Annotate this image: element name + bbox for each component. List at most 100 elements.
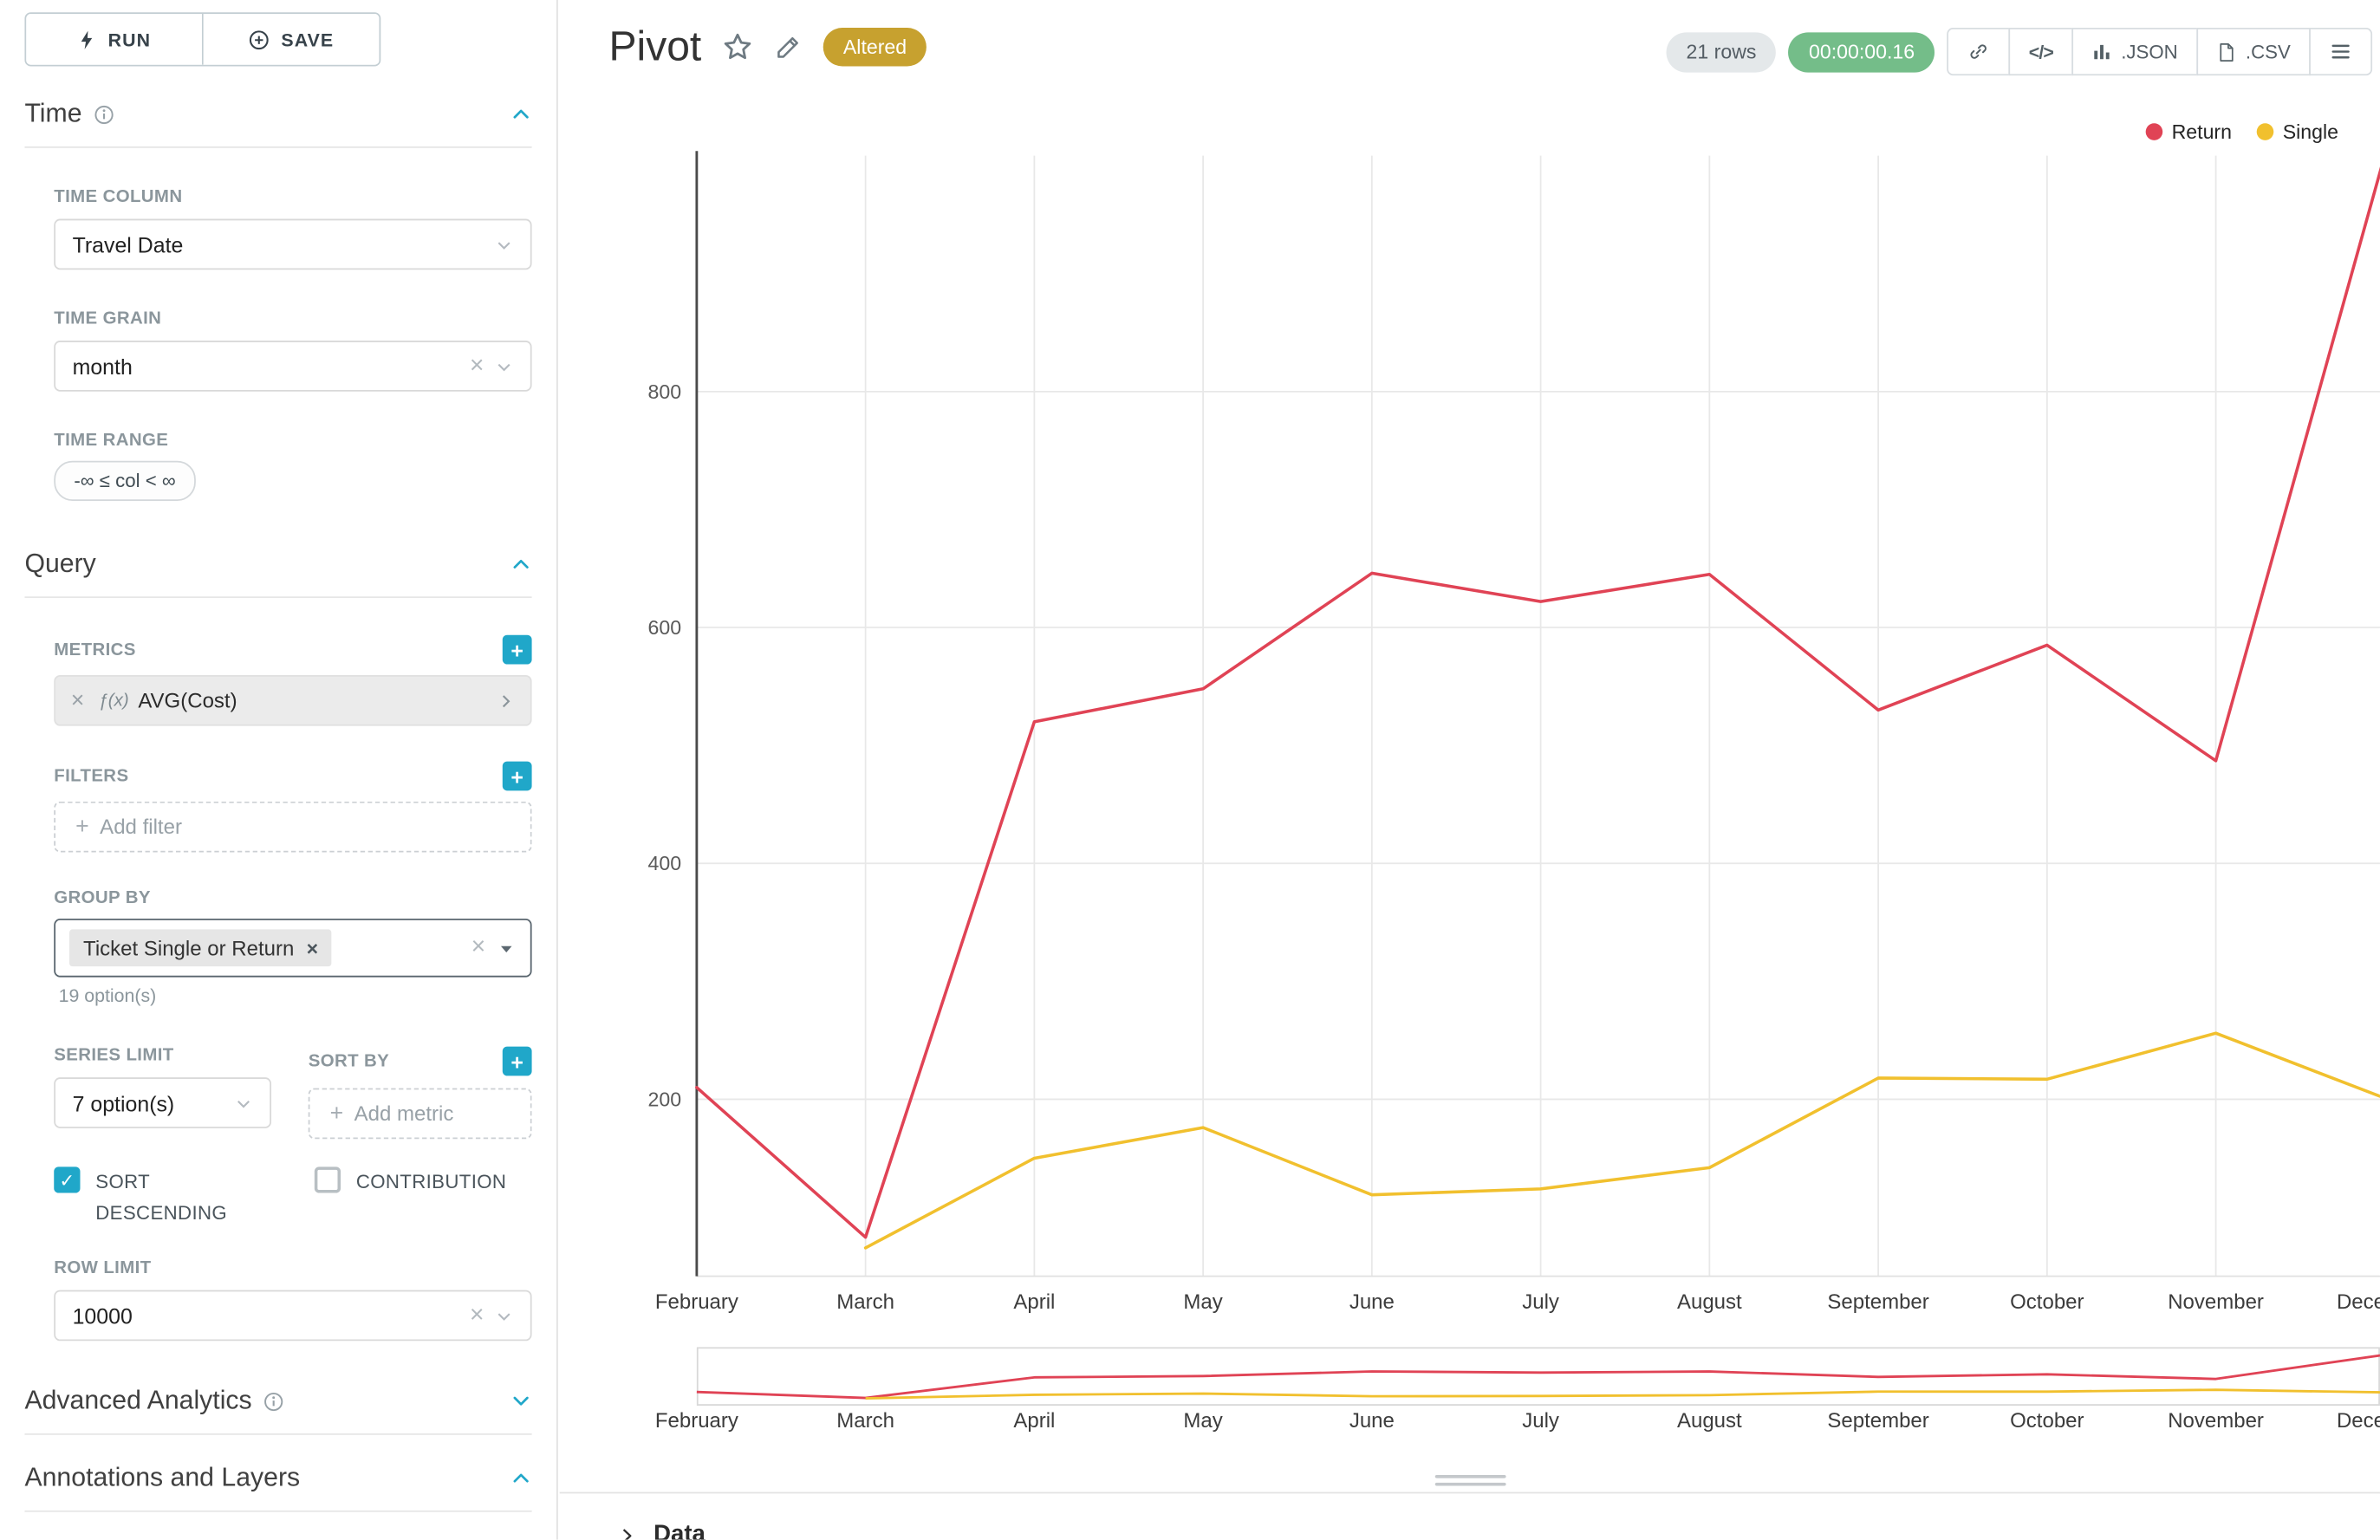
sort-descending-label: SORT DESCENDING	[95, 1171, 228, 1225]
sort-by-label-row: SORT BY +	[309, 1046, 532, 1076]
chevron-up-icon[interactable]	[510, 103, 532, 125]
data-panel-toggle[interactable]: Data	[616, 1521, 2380, 1540]
plus-icon: +	[75, 814, 89, 841]
contribution-checkbox[interactable]: ✓	[314, 1166, 341, 1193]
sort-descending-checkbox[interactable]: ✓	[54, 1166, 81, 1193]
query-section-header[interactable]: Query	[24, 549, 532, 599]
time-grain-select[interactable]: month ×	[54, 341, 532, 392]
label-text: GROUP BY	[54, 889, 151, 908]
mini-chart-brush[interactable]: February March April May June July August Septe…	[560, 1347, 2380, 1436]
legend-label: Single	[2282, 120, 2338, 144]
series-limit-select[interactable]: 7 option(s)	[54, 1077, 272, 1128]
group-by-label: GROUP BY	[54, 889, 531, 907]
svg-text:February: February	[655, 1290, 738, 1314]
chip-label: Ticket Single or Return	[83, 936, 295, 960]
label-text: ROW LIMIT	[54, 1259, 152, 1278]
select-value: 7 option(s)	[72, 1090, 175, 1115]
svg-text:July: July	[1522, 1290, 1559, 1314]
plus-icon: +	[510, 637, 523, 662]
annotations-title: Annotations and Layers	[24, 1462, 301, 1492]
info-icon[interactable]	[264, 1391, 284, 1411]
query-section-title: Query	[24, 549, 96, 578]
clear-icon[interactable]: ×	[469, 1301, 484, 1329]
svg-text:400: 400	[648, 852, 682, 874]
add-sort-metric-button[interactable]: +	[502, 1046, 532, 1076]
time-column-select[interactable]: Travel Date	[54, 218, 532, 270]
row-limit-select[interactable]: 10000 ×	[54, 1290, 532, 1342]
export-json-button[interactable]: .JSON	[2071, 28, 2198, 76]
panel-resize-handle[interactable]	[1434, 1471, 1505, 1491]
info-icon[interactable]	[94, 104, 114, 124]
legend-item-single[interactable]: Single	[2256, 120, 2338, 144]
advanced-analytics-section-header[interactable]: Advanced Analytics	[24, 1386, 532, 1435]
json-button-label: .JSON	[2121, 41, 2178, 63]
label-text: METRICS	[54, 640, 136, 660]
placeholder-text: Add metric	[354, 1101, 454, 1126]
hamburger-menu-icon	[2331, 44, 2350, 59]
chart-title: Pivot	[608, 23, 702, 70]
row-limit-label: ROW LIMIT	[54, 1259, 531, 1277]
group-by-select[interactable]: Ticket Single or Return × ×	[54, 918, 532, 978]
query-timer-badge: 00:00:00.16	[1788, 31, 1935, 72]
select-value: Travel Date	[72, 231, 184, 257]
chip-remove-icon[interactable]: ×	[306, 936, 319, 960]
clear-icon[interactable]: ×	[471, 933, 486, 960]
plus-icon: +	[329, 1100, 344, 1127]
chevron-up-icon[interactable]	[510, 1467, 532, 1489]
svg-text:September: September	[1827, 1290, 1928, 1314]
main-chart[interactable]: 200 400 600 800 February March April May June Jul…	[560, 148, 2380, 1320]
plus-circle-icon	[250, 29, 270, 49]
svg-text:November: November	[2168, 1409, 2264, 1433]
star-icon[interactable]	[721, 31, 753, 63]
clear-icon[interactable]: ×	[469, 352, 484, 379]
svg-text:December: December	[2337, 1290, 2380, 1314]
legend-dot-icon	[2145, 123, 2162, 140]
copy-link-button[interactable]	[1947, 28, 2011, 76]
label-text: SERIES LIMIT	[54, 1046, 174, 1065]
select-value: month	[72, 354, 133, 379]
legend-dot-icon	[2256, 123, 2274, 140]
svg-text:600: 600	[648, 616, 682, 639]
edit-icon[interactable]	[774, 33, 803, 62]
caret-down-icon	[497, 241, 510, 249]
add-filter-dropzone[interactable]: + Add filter	[54, 801, 532, 853]
svg-text:August: August	[1677, 1409, 1742, 1433]
time-range-label: TIME RANGE	[54, 432, 531, 450]
caret-down-icon	[497, 1312, 510, 1321]
time-range-tag[interactable]: -∞ ≤ col < ∞	[54, 460, 196, 502]
code-icon: </>	[2028, 41, 2054, 63]
annotations-section-header[interactable]: Annotations and Layers	[24, 1462, 532, 1512]
chevron-down-icon[interactable]	[510, 1390, 532, 1412]
check-icon: ✓	[59, 1168, 75, 1191]
run-button[interactable]: RUN	[26, 14, 204, 65]
svg-text:February: February	[655, 1409, 738, 1433]
svg-text:October: October	[2010, 1290, 2084, 1314]
fx-icon: ƒ(x)	[98, 691, 129, 710]
data-panel: Data	[559, 1491, 2380, 1540]
filters-label-row: FILTERS +	[54, 761, 532, 791]
add-metric-button[interactable]: +	[502, 634, 532, 665]
menu-button[interactable]	[2309, 28, 2373, 76]
data-panel-label: Data	[654, 1521, 706, 1540]
time-section-header[interactable]: Time	[24, 99, 532, 148]
svg-text:October: October	[2010, 1409, 2084, 1433]
chevron-up-icon[interactable]	[510, 553, 532, 575]
svg-text:August: August	[1677, 1290, 1742, 1314]
group-by-chip[interactable]: Ticket Single or Return ×	[69, 929, 333, 967]
legend-item-return[interactable]: Return	[2145, 120, 2232, 143]
altered-badge[interactable]: Altered	[823, 28, 927, 68]
time-column-label: TIME COLUMN	[54, 188, 531, 206]
chart-header-actions: 21 rows 00:00:00.16 </> .JSON .CSV	[1666, 28, 2373, 76]
metric-chip[interactable]: × ƒ(x) AVG(Cost)	[54, 674, 532, 726]
add-sort-metric-dropzone[interactable]: + Add metric	[308, 1088, 532, 1140]
embed-code-button[interactable]: </>	[2008, 28, 2074, 76]
save-button[interactable]: SAVE	[203, 14, 380, 65]
chevron-right-icon[interactable]	[497, 692, 515, 710]
export-csv-button[interactable]: .CSV	[2196, 28, 2311, 76]
add-filter-button[interactable]: +	[502, 761, 532, 791]
svg-text:June: June	[1349, 1409, 1395, 1433]
svg-text:September: September	[1827, 1409, 1928, 1433]
svg-text:March: March	[836, 1290, 894, 1314]
remove-icon[interactable]: ×	[70, 687, 85, 714]
metric-value: AVG(Cost)	[138, 688, 237, 712]
